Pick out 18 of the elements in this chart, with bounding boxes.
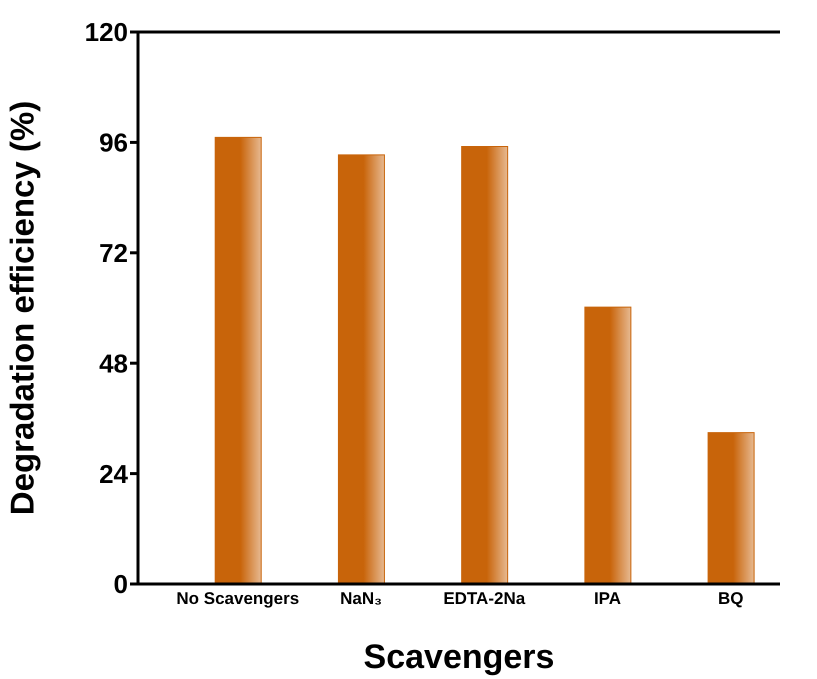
y-tick-label: 0 <box>114 569 128 600</box>
bar <box>584 306 632 584</box>
x-tick-label: No Scavengers <box>176 589 300 608</box>
y-tick-label: 96 <box>99 128 128 158</box>
y-tick-label: 120 <box>84 17 128 48</box>
y-axis-title: Degradation efficiency (%) <box>4 100 41 516</box>
y-tick-label: 72 <box>99 238 128 268</box>
x-axis-title: Scavengers <box>364 638 554 676</box>
x-tick-label: BQ <box>718 589 744 608</box>
bar <box>214 136 262 584</box>
x-tick-label: NaN₃ <box>340 589 382 608</box>
bar <box>461 146 508 584</box>
y-tick-label: 48 <box>99 348 128 378</box>
bar <box>338 154 385 584</box>
x-tick-label: EDTA-2Na <box>443 589 526 608</box>
x-tick-label: IPA <box>594 589 622 608</box>
y-tick-label: 24 <box>99 458 129 489</box>
bar <box>708 432 755 584</box>
